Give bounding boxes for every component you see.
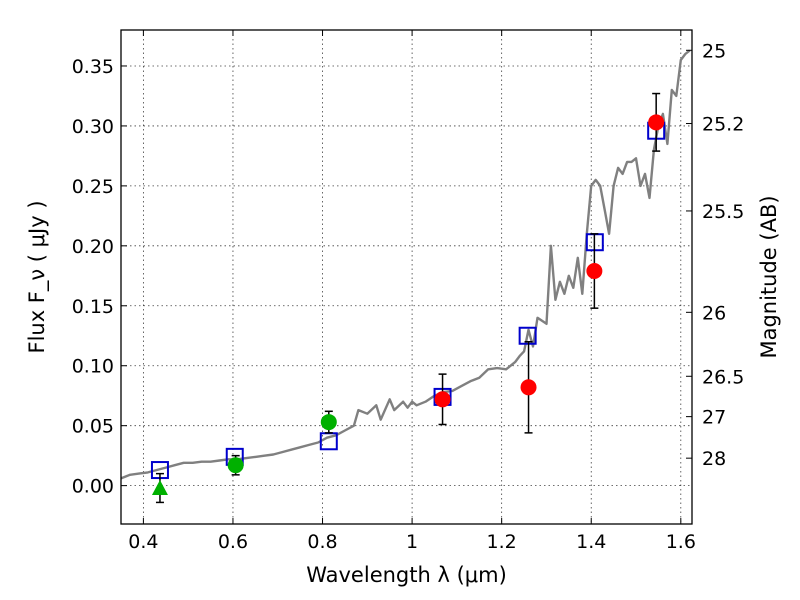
right-tick-label: 25.5 (702, 201, 744, 223)
green-data-point (320, 414, 337, 431)
model-square-point (518, 326, 537, 345)
x-tick-label: 1.2 (487, 531, 517, 553)
y-tick-label: 0.00 (72, 476, 114, 498)
y-tick-label: 0.10 (72, 356, 114, 378)
green-triangle-point (151, 480, 168, 496)
y-tick-label: 0.20 (72, 236, 114, 258)
red-data-point (586, 263, 603, 280)
y-axis-label: Flux F_ν ( μJy ) (25, 200, 50, 353)
red-data-point (648, 114, 665, 131)
y-tick-label: 0.05 (72, 416, 114, 438)
right-axis-label: Magnitude (AB) (757, 195, 781, 358)
right-tick-label: 28 (702, 448, 726, 470)
x-tick-label: 1 (406, 531, 418, 553)
right-tick-label: 27 (702, 407, 726, 429)
red-data-point (520, 379, 537, 396)
green-data-point (227, 457, 244, 474)
spectrum-line (120, 49, 691, 480)
y-tick-label: 0.15 (72, 296, 114, 318)
right-tick-label: 25.2 (702, 114, 744, 136)
x-tick-label: 0.6 (218, 531, 248, 553)
x-tick-label: 1.6 (666, 531, 696, 553)
x-tick-label: 1.4 (576, 531, 606, 553)
right-tick-label: 26.5 (702, 366, 744, 388)
x-tick-label: 0.4 (128, 531, 158, 553)
plot-frame (120, 29, 693, 525)
right-tick-label: 25 (702, 40, 726, 62)
y-tick-label: 0.30 (72, 116, 114, 138)
right-tick-label: 26 (702, 302, 726, 324)
axis-ticks: 0.4 0.6 0.8 1 1.2 1.4 1.6 0.00 0.05 0.10 0.15 0.20 0… (72, 30, 744, 553)
x-axis-label: Wavelength λ (μm) (306, 563, 507, 587)
x-tick-label: 0.8 (307, 531, 337, 553)
grid-lines (121, 30, 692, 524)
red-data-point (434, 391, 451, 408)
data-markers (150, 92, 666, 504)
spectrum-line-group (120, 49, 691, 480)
y-tick-label: 0.25 (72, 176, 114, 198)
y-tick-label: 0.35 (72, 56, 114, 78)
